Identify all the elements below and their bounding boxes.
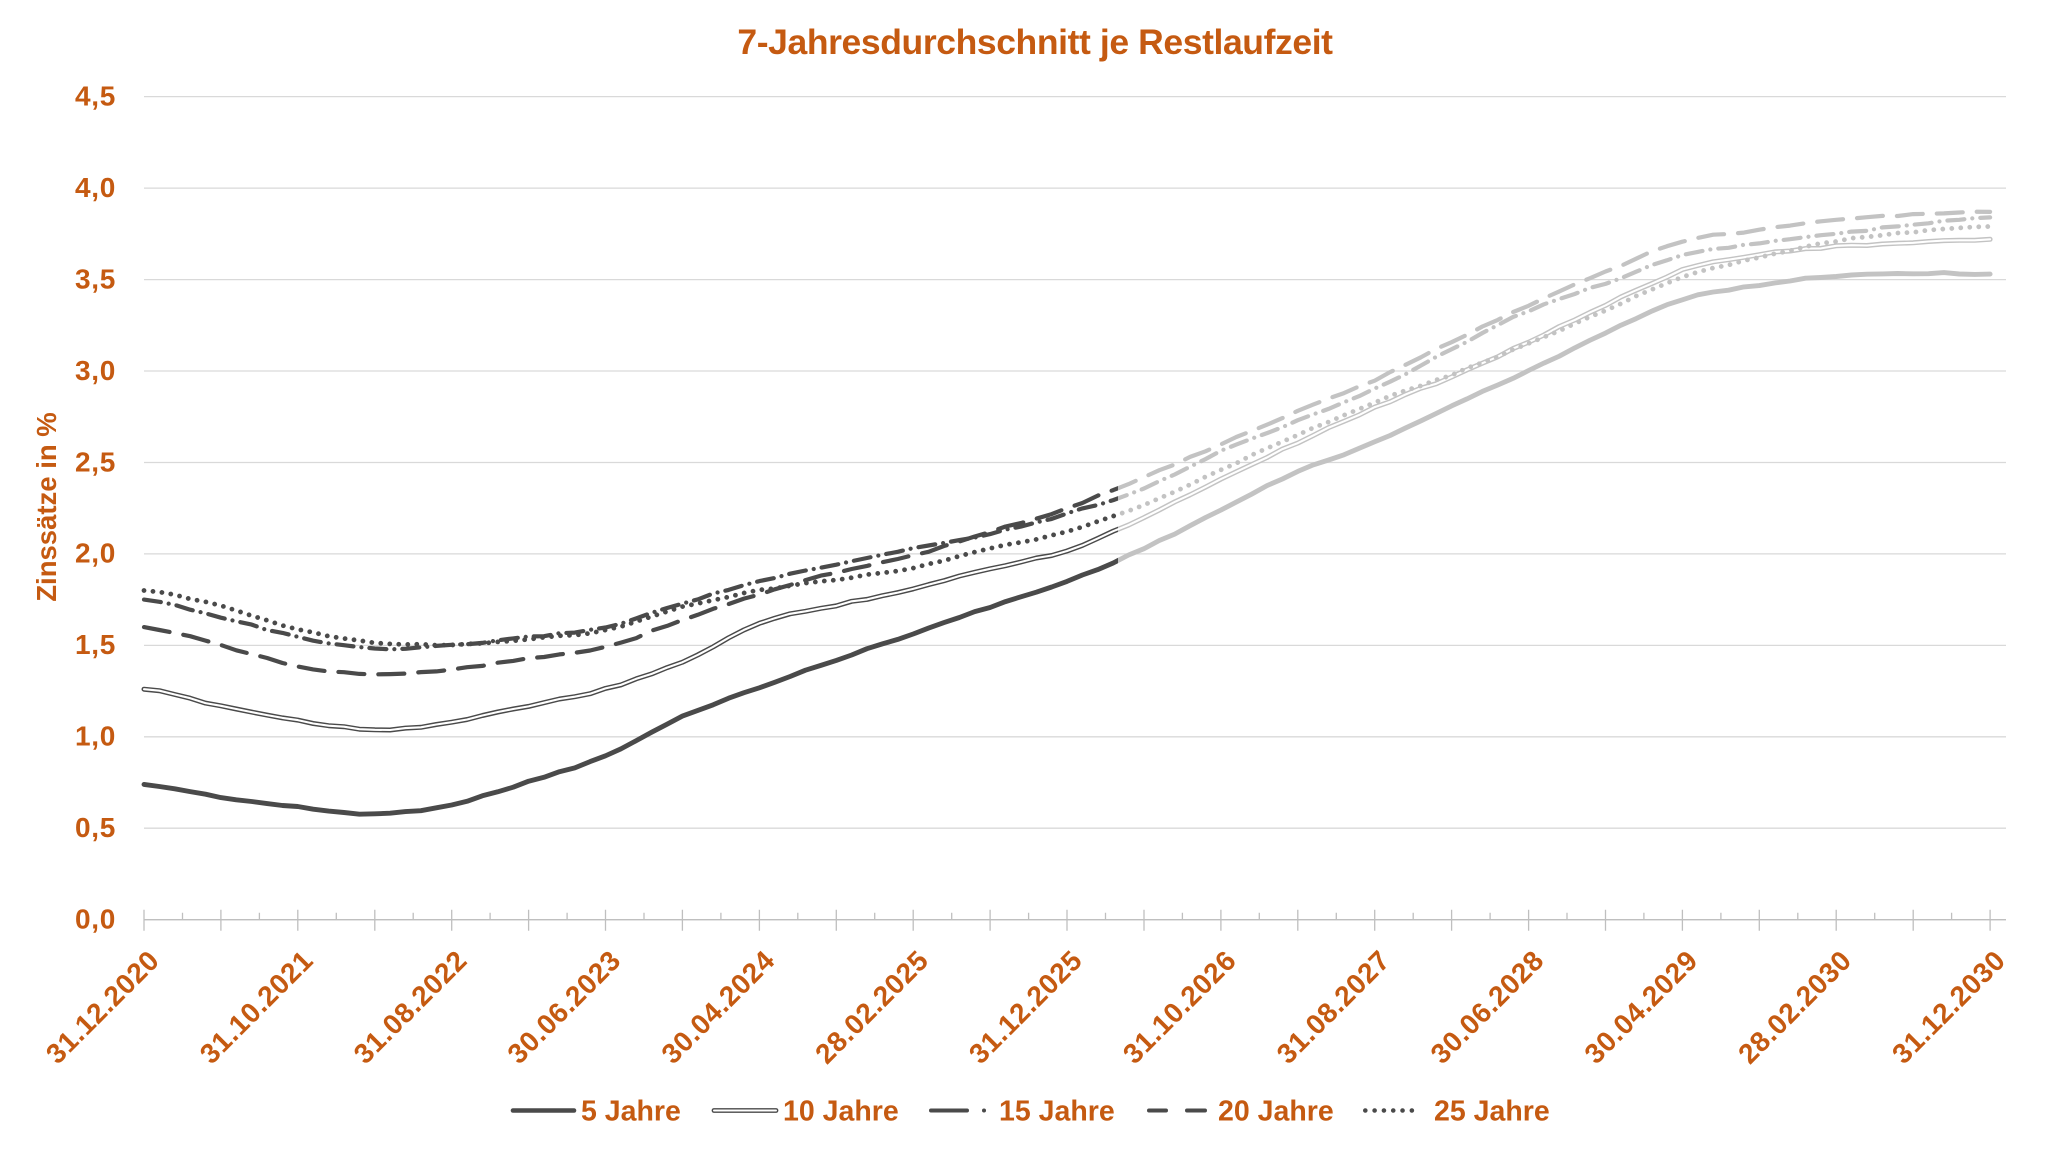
svg-text:0,5: 0,5 <box>75 812 116 843</box>
svg-text:20 Jahre: 20 Jahre <box>1218 1096 1334 1128</box>
svg-text:2,0: 2,0 <box>75 538 116 569</box>
svg-text:1,5: 1,5 <box>75 629 116 660</box>
svg-text:25 Jahre: 25 Jahre <box>1434 1096 1550 1128</box>
svg-text:15 Jahre: 15 Jahre <box>999 1096 1115 1128</box>
svg-text:1,0: 1,0 <box>75 721 116 752</box>
svg-text:5 Jahre: 5 Jahre <box>581 1096 681 1128</box>
svg-text:4,5: 4,5 <box>75 80 116 111</box>
svg-text:4,0: 4,0 <box>75 172 116 203</box>
svg-text:3,0: 3,0 <box>75 355 116 386</box>
svg-text:Zinssätze in %: Zinssätze in % <box>31 412 62 602</box>
svg-text:3,5: 3,5 <box>75 263 116 294</box>
svg-text:0,0: 0,0 <box>75 904 116 935</box>
svg-text:7-Jahresdurchschnitt je Restla: 7-Jahresdurchschnitt je Restlaufzeit <box>737 22 1333 62</box>
svg-text:10 Jahre: 10 Jahre <box>783 1096 899 1128</box>
svg-text:2,5: 2,5 <box>75 446 116 477</box>
